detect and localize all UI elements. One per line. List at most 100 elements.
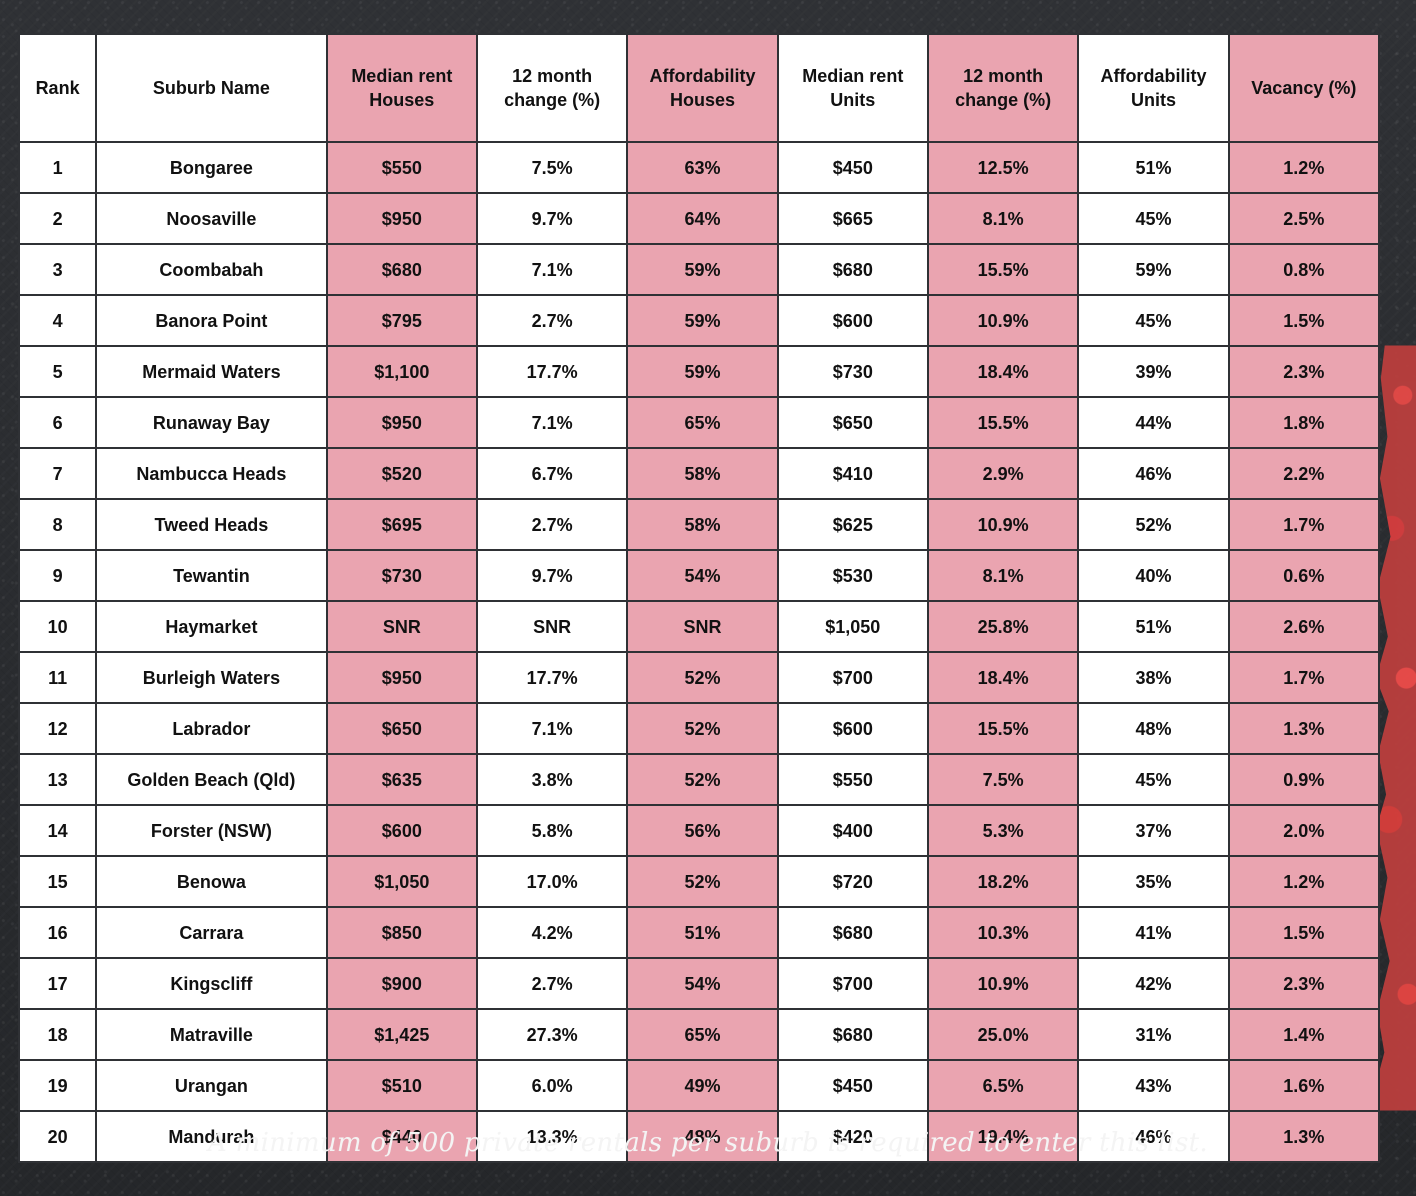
cell-affordability-houses: 56% [626,804,779,857]
cell-affordability-houses: 58% [626,447,779,500]
table-row: 13 Golden Beach (Qld) $635 3.8% 52% $550 7.5% 4… [17,753,1381,806]
cell-houses-12-month-change: 9.7% [475,549,629,602]
cell-affordability-houses: 52% [626,651,779,704]
cell-median-rent-units: $450 [776,1059,929,1112]
cell-vacancy: 1.3% [1227,1110,1381,1163]
cell-affordability-houses: 52% [626,702,779,755]
cell-vacancy: 0.6% [1227,549,1381,602]
cell-rank: 1 [17,141,98,194]
table-row: 7 Nambucca Heads $520 6.7% 58% $410 2.9% 46% 2.2… [17,447,1381,500]
cell-houses-12-month-change: 2.7% [475,957,629,1010]
cell-median-rent-houses: $680 [325,243,478,296]
cell-suburb-name: Tweed Heads [95,498,328,551]
cell-affordability-units: 31% [1077,1008,1230,1061]
cell-vacancy: 1.6% [1227,1059,1381,1112]
minimum-rentals-footnote: A minimum of 500 private rentals per sub… [208,1128,1208,1158]
table-row: 18 Matraville $1,425 27.3% 65% $680 25.0% 31% 1.… [17,1008,1381,1061]
cell-median-rent-houses: $950 [325,396,478,449]
cell-median-rent-units: $700 [776,651,929,704]
cell-median-rent-units: $625 [776,498,929,551]
cell-suburb-name: Tewantin [95,549,328,602]
cell-rank: 9 [17,549,98,602]
cell-affordability-houses: 54% [626,957,779,1010]
cell-median-rent-houses: $1,050 [325,855,478,908]
cell-affordability-houses: 59% [626,345,779,398]
table-body: 1 Bongaree $550 7.5% 63% $450 12.5% 51% 1.2% 2 No… [17,141,1381,1163]
table-row: 20 Mandurah $440 13.3% 48% $420 19.4% 46% 1.3% [17,1110,1381,1163]
cell-affordability-units: 52% [1077,498,1230,551]
cell-affordability-houses: 63% [626,141,779,194]
cell-units-12-month-change: 8.1% [926,192,1080,245]
cell-affordability-houses: 59% [626,294,779,347]
cell-houses-12-month-change: 9.7% [475,192,629,245]
cell-affordability-houses: 64% [626,192,779,245]
header-affordability-units: Affordability Units [1077,33,1230,143]
cell-median-rent-units: $410 [776,447,929,500]
cell-suburb-name: Banora Point [95,294,328,347]
cell-median-rent-units: $450 [776,141,929,194]
table-header: Rank Suburb Name Median rent Houses 12 m… [17,33,1381,143]
cell-median-rent-houses: SNR [325,600,478,653]
cell-units-12-month-change: 10.9% [926,957,1080,1010]
cell-median-rent-units: $720 [776,855,929,908]
cell-affordability-units: 35% [1077,855,1230,908]
cell-vacancy: 2.3% [1227,957,1381,1010]
cell-affordability-units: 59% [1077,243,1230,296]
cell-suburb-name: Matraville [95,1008,328,1061]
table-row: 17 Kingscliff $900 2.7% 54% $700 10.9% 42% 2.3% [17,957,1381,1010]
cell-suburb-name: Nambucca Heads [95,447,328,500]
cell-vacancy: 1.2% [1227,141,1381,194]
cell-houses-12-month-change: 27.3% [475,1008,629,1061]
cell-suburb-name: Carrara [95,906,328,959]
header-affordability-houses: Affordability Houses [626,33,779,143]
table-row: 12 Labrador $650 7.1% 52% $600 15.5% 48% 1.3% [17,702,1381,755]
cell-affordability-units: 43% [1077,1059,1230,1112]
cell-median-rent-houses: $730 [325,549,478,602]
cell-suburb-name: Mandurah [95,1110,328,1163]
cell-houses-12-month-change: 2.7% [475,498,629,551]
header-median-rent-units: Median rent Units [776,33,929,143]
header-median-rent-houses: Median rent Houses [325,33,478,143]
table-row: 14 Forster (NSW) $600 5.8% 56% $400 5.3% 37% 2.0… [17,804,1381,857]
table-row: 15 Benowa $1,050 17.0% 52% $720 18.2% 35% 1.2% [17,855,1381,908]
cell-suburb-name: Golden Beach (Qld) [95,753,328,806]
cell-units-12-month-change: 10.3% [926,906,1080,959]
table-row: 10 Haymarket SNR SNR SNR $1,050 25.8% 51% 2.6% [17,600,1381,653]
table-row: 9 Tewantin $730 9.7% 54% $530 8.1% 40% 0.6% [17,549,1381,602]
cell-median-rent-houses: $520 [325,447,478,500]
cell-affordability-houses: 52% [626,753,779,806]
cell-median-rent-houses: $600 [325,804,478,857]
cell-suburb-name: Mermaid Waters [95,345,328,398]
cell-rank: 20 [17,1110,98,1163]
cell-houses-12-month-change: 17.7% [475,651,629,704]
table-row: 3 Coombabah $680 7.1% 59% $680 15.5% 59% 0.8% [17,243,1381,296]
cell-houses-12-month-change: 4.2% [475,906,629,959]
cell-median-rent-units: $730 [776,345,929,398]
cell-rank: 4 [17,294,98,347]
cell-suburb-name: Coombabah [95,243,328,296]
cell-affordability-houses: 65% [626,1008,779,1061]
header-suburb-name: Suburb Name [95,33,328,143]
cell-houses-12-month-change: 7.1% [475,396,629,449]
cell-vacancy: 1.5% [1227,294,1381,347]
cell-median-rent-houses: $650 [325,702,478,755]
cell-rank: 16 [17,906,98,959]
cell-affordability-houses: 48% [626,1110,779,1163]
cell-rank: 17 [17,957,98,1010]
cell-houses-12-month-change: 7.1% [475,702,629,755]
cell-median-rent-houses: $510 [325,1059,478,1112]
cell-median-rent-houses: $440 [325,1110,478,1163]
cell-rank: 13 [17,753,98,806]
cell-median-rent-houses: $1,425 [325,1008,478,1061]
cell-median-rent-units: $680 [776,1008,929,1061]
table-row: 16 Carrara $850 4.2% 51% $680 10.3% 41% 1.5% [17,906,1381,959]
cell-rank: 6 [17,396,98,449]
header-vacancy: Vacancy (%) [1227,33,1381,143]
cell-suburb-name: Benowa [95,855,328,908]
cell-vacancy: 1.3% [1227,702,1381,755]
cell-rank: 12 [17,702,98,755]
cell-houses-12-month-change: 13.3% [475,1110,629,1163]
cell-vacancy: 1.4% [1227,1008,1381,1061]
cell-vacancy: 2.5% [1227,192,1381,245]
header-units-12-month-change: 12 month change (%) [926,33,1080,143]
